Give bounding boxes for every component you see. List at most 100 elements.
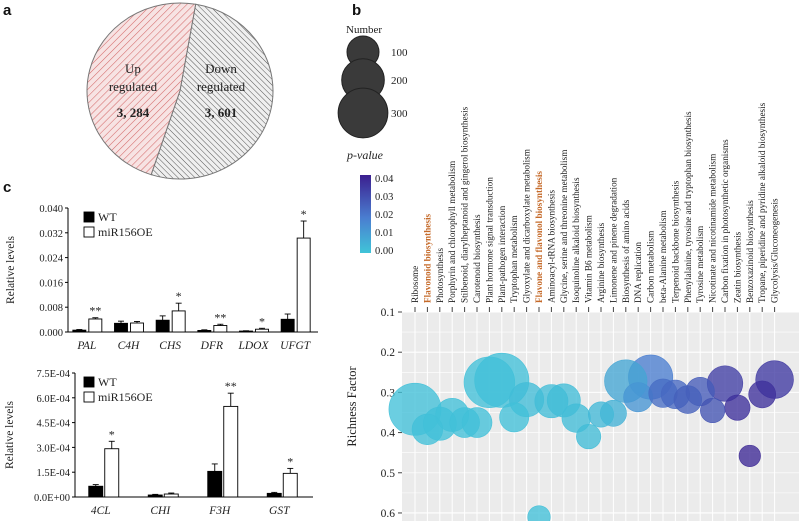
pathway-bubble — [411, 413, 444, 446]
pathway-label: Carbon metabolism — [646, 231, 656, 303]
bar-category-label: 4CL — [91, 505, 111, 517]
bar-wt — [197, 330, 212, 333]
pie-down-label-2: regulated — [197, 79, 246, 94]
pathway-label: Carotenoid biosynthesis — [472, 214, 482, 303]
bar-wt — [266, 492, 282, 498]
bar-mir156oe — [282, 472, 298, 498]
pathway-label: Flavonoid biosynthesis — [422, 213, 432, 303]
significance-mark: * — [109, 427, 115, 441]
bar-category-label: UFGT — [280, 340, 312, 352]
bar-y-tick-label: 0.032 — [39, 229, 63, 240]
legend-label: miR156OE — [98, 225, 153, 239]
pathway-label: Benzoxazinoid biosynthesis — [745, 200, 755, 303]
bar-category-label: LDOX — [237, 340, 269, 352]
pathway-bubble — [724, 394, 751, 421]
pathway-label: Nicotinate and nicotinamide metabolism — [708, 154, 718, 303]
bar-mir156oe — [130, 322, 144, 333]
color-legend-tick: 0.01 — [375, 228, 393, 239]
pathway-bubble — [623, 382, 654, 413]
pathway-bubble — [588, 401, 614, 428]
pathway-label: Isoquinoline alkaloid biosynthesis — [571, 177, 581, 303]
bar-wt — [207, 470, 223, 498]
pie-up-value: 3, 284 — [117, 105, 150, 120]
pie-up-label-1: Up — [125, 61, 141, 76]
pathway-label: Limonene and pinene degradation — [608, 177, 618, 303]
bar-mir156oe — [163, 493, 179, 498]
bar-chart-top: 0.000 0.008 0.016 0.024 0.032 0.040 Relative l… — [5, 204, 318, 352]
bubble-y-tick-label: 0.2 — [381, 347, 396, 359]
size-legend-label: 200 — [391, 75, 408, 87]
size-legend-circle — [337, 87, 389, 139]
pathway-bubble — [576, 424, 602, 450]
bubble-y-tick-label: 0.4 — [381, 428, 396, 440]
pathway-label: Plant-pathogen interaction — [497, 205, 507, 303]
pathway-label: Tyrosine metabolism — [695, 226, 705, 303]
significance-mark: ** — [214, 310, 226, 324]
legend-label: WT — [98, 375, 117, 389]
color-legend-tick: 0.03 — [375, 192, 393, 203]
pathway-label: Arginine biosynthesis — [596, 222, 606, 303]
pathway-label: Glycolysis/Gluconeogenesis — [770, 198, 780, 303]
pathway-bubble — [461, 407, 493, 438]
pie-down-label-1: Down — [205, 61, 237, 76]
bar-mir156oe — [88, 318, 103, 333]
bar-mir156oe — [213, 325, 228, 333]
bar-y-tick-label: 0.024 — [39, 254, 63, 265]
panel-letter-a: a — [3, 2, 12, 19]
pathway-label: Glycine, serine and threonine metabolism — [559, 150, 569, 303]
panel-letter-c: c — [3, 179, 11, 196]
bar-y-axis-title: Relative levels — [4, 400, 16, 469]
panel-letter-b: b — [352, 2, 361, 19]
significance-mark: ** — [89, 304, 101, 318]
pathway-label: Photosynthesis — [435, 247, 445, 303]
bar-category-label: CHI — [150, 505, 171, 517]
bar-mir156oe — [223, 405, 239, 498]
bar-mir156oe — [255, 328, 269, 333]
bar-y-tick-label: 0.008 — [39, 303, 63, 314]
pathway-label: Terpenoid backbone biosynthesis — [670, 180, 680, 303]
bar-wt — [88, 485, 104, 498]
color-legend-tick: 0.04 — [375, 174, 394, 185]
bar-category-label: PAL — [76, 340, 96, 352]
bar-y-tick-label: 0.040 — [39, 204, 63, 215]
pathway-label: Tryptophan metabolism — [509, 215, 519, 303]
pathway-label: beta-Alanine metabolism — [658, 210, 668, 303]
pathway-label: Vitamin B6 metabolism — [584, 215, 594, 303]
bar-wt — [147, 494, 163, 498]
pathway-label: Stilbenoid, diarylheptanoid and gingerol… — [460, 106, 470, 303]
pathway-label: Biosynthesis of amino acids — [621, 199, 631, 303]
bubble-y-tick-label: 0.3 — [381, 387, 396, 399]
bar-category-label: DFR — [200, 340, 223, 352]
size-legend-title: Number — [346, 24, 382, 36]
pathway-bubble — [700, 397, 726, 424]
pathway-bubble — [748, 380, 777, 409]
bar-wt — [280, 318, 295, 333]
color-legend: p-value 0.04 0.03 0.02 0.01 0.00 — [346, 148, 394, 257]
pathway-label: Zeatin biosynthesis — [732, 231, 742, 303]
pathway-label: Tropane, piperidine and pyridine alkaloi… — [757, 102, 767, 303]
size-legend-label: 100 — [391, 47, 408, 59]
bar-category-label: GST — [269, 505, 291, 517]
pathway-bubble — [738, 444, 761, 467]
bar-category-label: CHS — [159, 340, 181, 352]
bar-y-axis-title: Relative levels — [5, 235, 17, 304]
bar-mir156oe — [171, 310, 186, 333]
bar-mir156oe — [104, 448, 120, 498]
pathway-label: Flavone and flavonol biosynthesis — [534, 171, 544, 303]
bar-wt — [72, 329, 87, 333]
bar-y-tick-label: 0.000 — [39, 328, 63, 339]
bar-chart-bottom: 0.0E+00 1.5E-04 3.0E-04 4.5E-04 6.0E-04 7.5E-… — [4, 369, 313, 517]
pathway-label: Ribosome — [410, 266, 420, 303]
legend-label: miR156OE — [98, 390, 153, 404]
color-legend-title: p-value — [346, 148, 384, 162]
legend-swatch — [83, 376, 95, 388]
significance-mark: * — [176, 289, 182, 303]
bar-y-tick-label: 3.0E-04 — [36, 443, 70, 454]
significance-mark: * — [301, 207, 307, 221]
color-legend-bar — [360, 175, 371, 253]
color-legend-tick: 0.00 — [375, 246, 393, 257]
bar-y-tick-label: 1.5E-04 — [36, 468, 70, 479]
bar-y-tick-label: 0.0E+00 — [34, 493, 70, 504]
pathway-bubble — [499, 402, 530, 433]
